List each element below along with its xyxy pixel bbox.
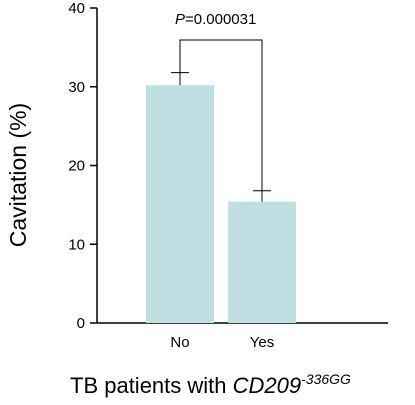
y-tick-label: 10	[68, 236, 85, 253]
bar-yes	[228, 201, 296, 323]
bar-no	[146, 85, 214, 323]
x-axis-label-superscript: -336GG	[301, 371, 351, 387]
significance-bracket	[179, 39, 263, 191]
bars: No Yes	[146, 72, 296, 351]
x-tick-label: No	[170, 334, 189, 351]
significance-annotation: P=0.000031	[175, 11, 263, 191]
y-axis-label: Cavitation (%)	[5, 103, 31, 247]
axes: 0 10 20 30 40	[68, 0, 388, 332]
x-axis-label-gene: CD209	[233, 373, 301, 398]
y-tick-label: 40	[68, 0, 85, 17]
x-axis-label: TB patients with CD209-336GG	[70, 371, 351, 398]
y-tick-label: 30	[68, 79, 85, 96]
y-tick-label: 20	[68, 158, 85, 175]
x-axis-label-prefix: TB patients with	[70, 373, 233, 398]
p-value-label: P=0.000031	[175, 11, 256, 28]
y-tick-label: 0	[77, 315, 85, 332]
x-tick-label: Yes	[250, 334, 274, 351]
